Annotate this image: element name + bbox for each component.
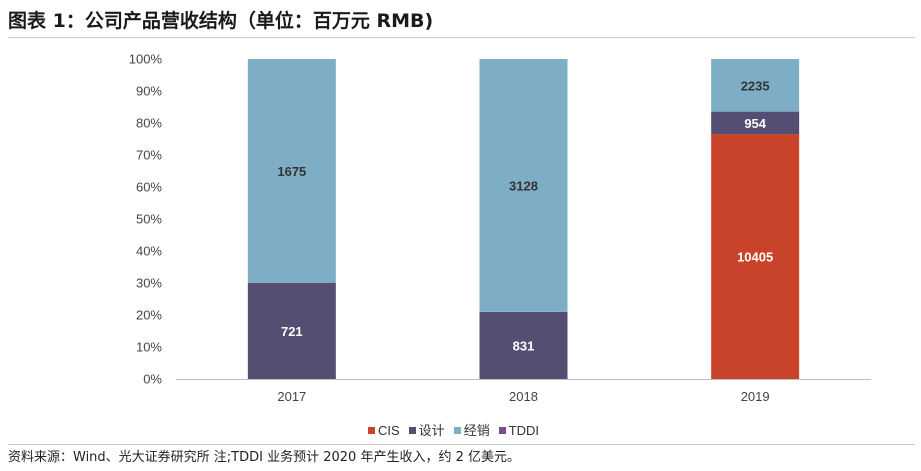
legend-label: 设计 [418,423,445,438]
bar-segment [711,59,800,112]
data-label: 2235 [741,78,770,93]
y-tick-label: 10% [136,340,162,355]
y-tick-label: 80% [136,116,162,131]
legend-label: TDDI [508,423,540,438]
y-tick-label: 70% [136,148,162,163]
x-tick-label: 2019 [741,389,770,404]
legend-swatch [408,427,416,434]
data-label: 721 [281,324,303,339]
bar-segment [247,282,336,379]
legend-item: 经销 [453,420,490,439]
source-rule [8,444,915,445]
data-label: 1675 [277,164,306,179]
bar-segment [247,59,336,283]
y-tick-label: 90% [136,84,162,99]
y-tick-label: 50% [136,212,162,227]
y-tick-label: 30% [136,276,162,291]
y-tick-label: 40% [136,244,162,259]
bar-segment [711,134,800,379]
legend-item: 设计 [408,420,445,439]
x-tick-label: 2018 [509,389,538,404]
bar-segment [711,111,800,135]
bar-segment [479,59,568,312]
legend-swatch [453,427,461,434]
title-rule [8,37,915,38]
legend-label: CIS [378,423,400,438]
x-tick-label: 2017 [277,389,306,404]
legend-item: TDDI [498,423,540,438]
chart-title: 图表 1：公司产品营收结构（单位：百万元 RMB) [8,10,434,32]
legend-item: CIS [368,423,400,438]
y-tick-label: 20% [136,308,162,323]
y-tick-label: 60% [136,180,162,195]
y-tick-label: 0% [143,372,162,387]
source-note: 资料来源：Wind、光大证券研究所 注;TDDI 业务预计 2020 年产生收入… [8,450,520,465]
legend-label: 经销 [463,423,490,438]
data-label: 10405 [737,250,773,265]
legend-items: CIS 设计 经销 TDDI [368,420,548,439]
data-label: 831 [513,338,535,353]
data-label: 3128 [509,178,538,193]
bar-segment [479,311,568,379]
legend-swatch [368,427,375,434]
stacked-bar-chart: 0% 10% 20% 30% 40% 50% 60% 70% 80% 90% 100% 721 1675… [129,52,871,404]
y-tick-label: 100% [129,52,163,67]
legend-swatch [498,427,506,434]
data-label: 954 [744,116,766,131]
